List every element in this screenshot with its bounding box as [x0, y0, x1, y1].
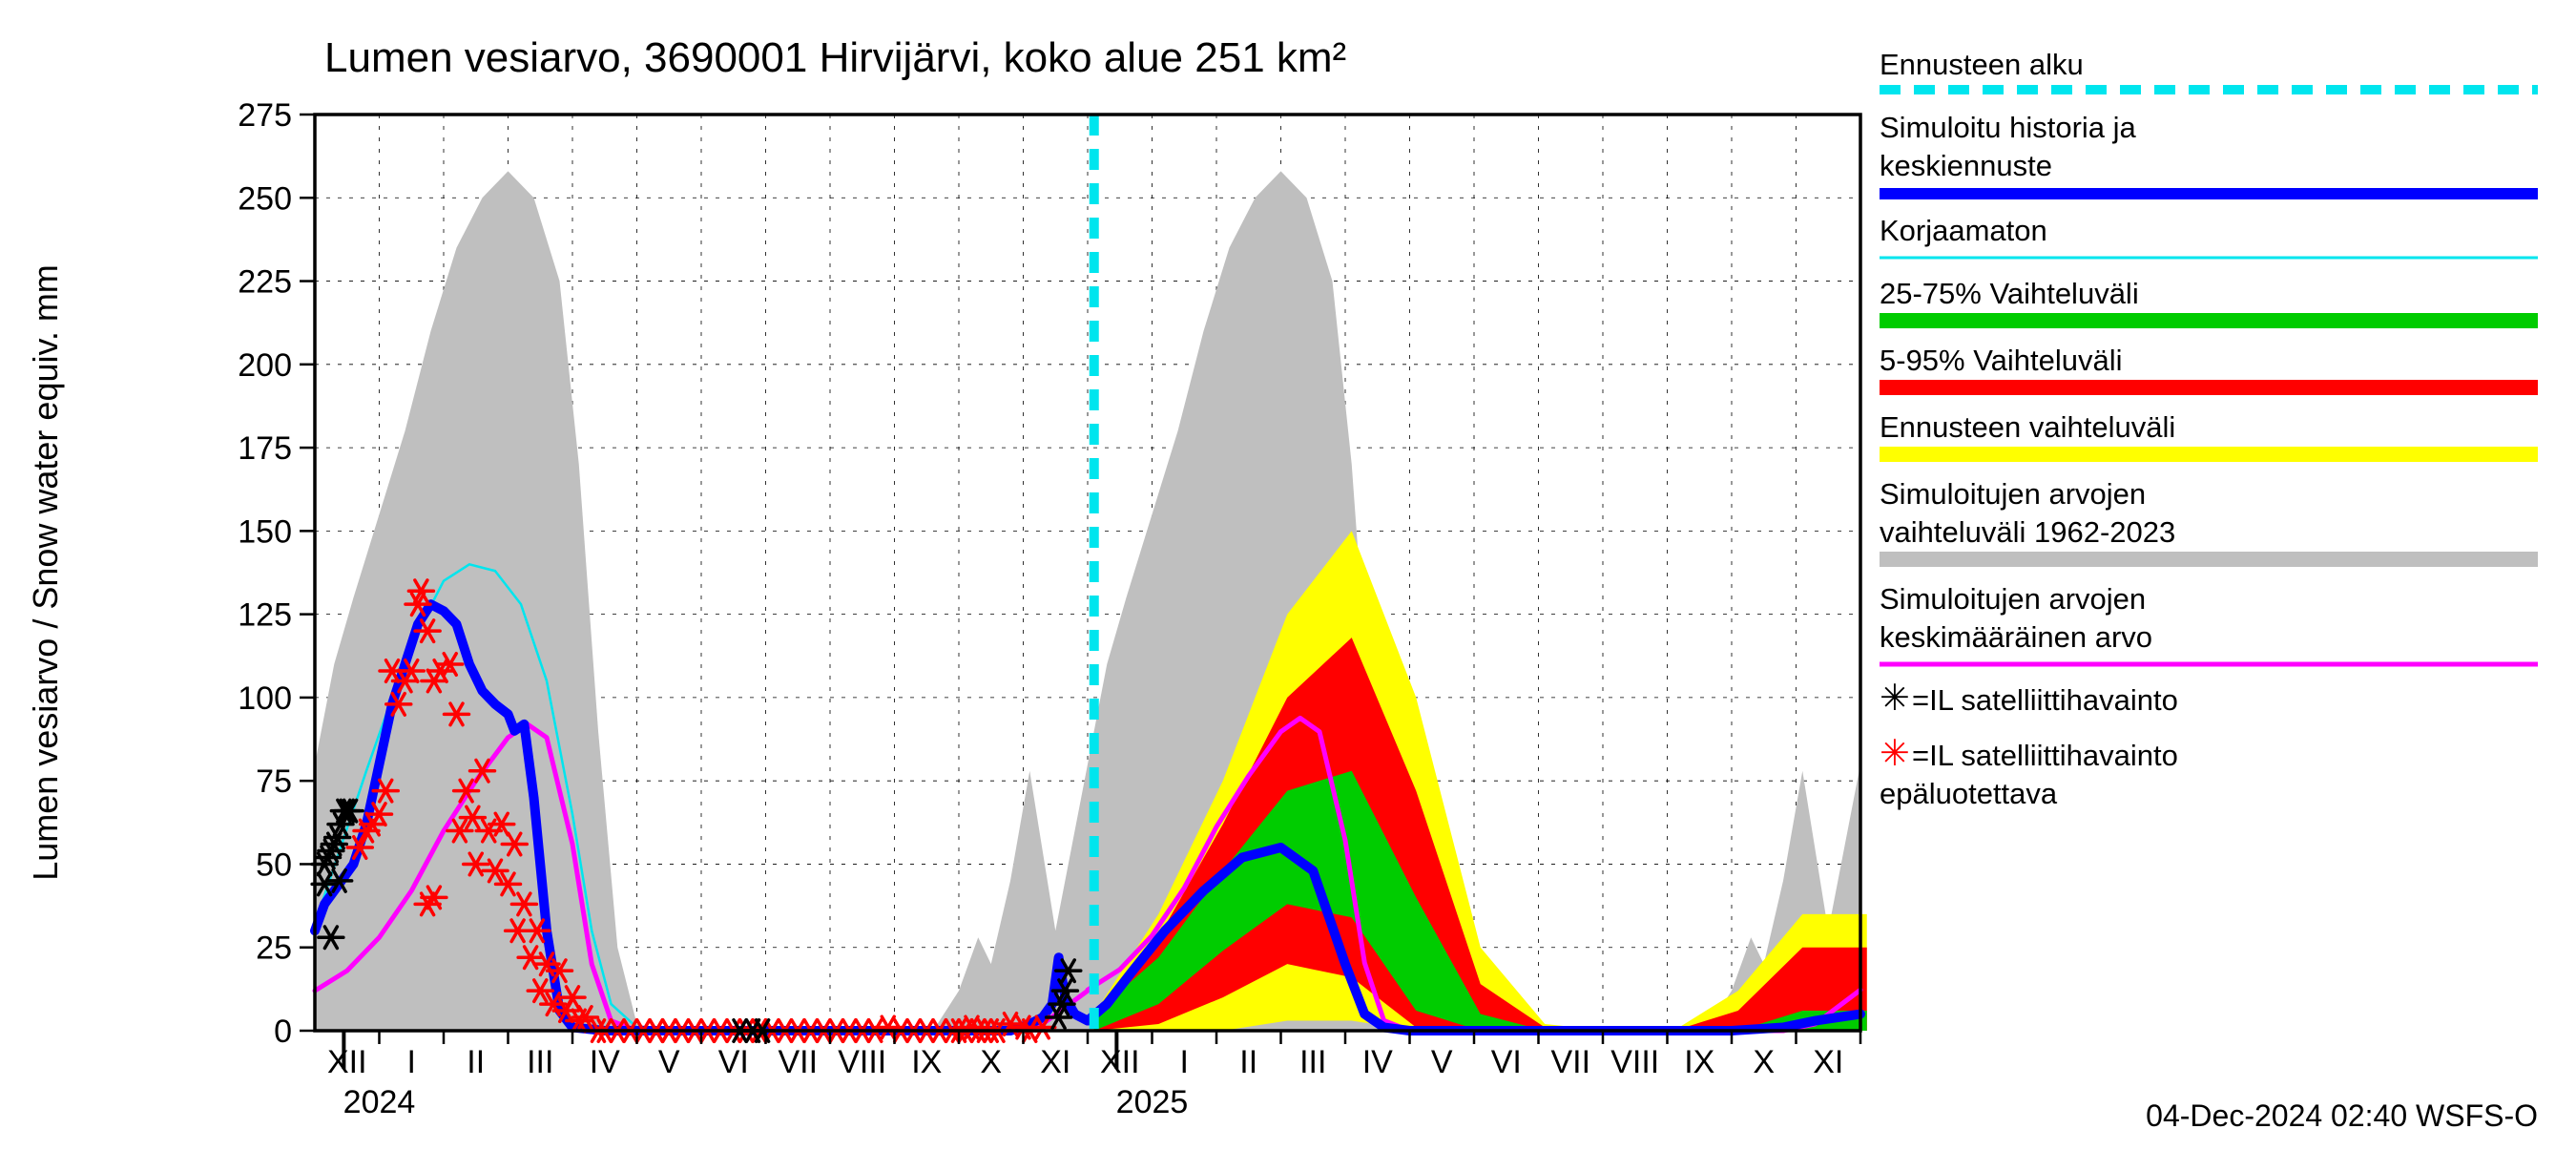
xtick-label: I	[407, 1044, 416, 1080]
xtick-label: VIII	[1610, 1044, 1659, 1080]
xtick-label: XI	[1813, 1044, 1843, 1080]
ytick-label: 225	[238, 264, 292, 301]
legend-swatch-hist_range	[1880, 552, 2538, 567]
ytick-label: 0	[274, 1014, 292, 1050]
ytick-label: 150	[238, 513, 292, 550]
ytick-label: 125	[238, 597, 292, 634]
xtick-label: II	[1239, 1044, 1257, 1080]
xtick-label: VI	[1491, 1044, 1522, 1080]
xtick-label: IX	[1684, 1044, 1714, 1080]
chart-title: Lumen vesiarvo, 3690001 Hirvijärvi, koko…	[324, 34, 1346, 81]
chart-svg: Lumen vesiarvo, 3690001 Hirvijärvi, koko…	[0, 0, 2576, 1145]
y-axis-label: Lumen vesiarvo / Snow water equiv. mm	[26, 264, 65, 881]
timestamp-label: 04-Dec-2024 02:40 WSFS-O	[2146, 1098, 2538, 1133]
legend-label-sat_unreliable-0: =IL satelliittihavainto	[1912, 739, 2178, 772]
xtick-label: VII	[778, 1044, 818, 1080]
legend-label-sat_unreliable-1: epäluotettava	[1880, 777, 2058, 810]
year-label: 2025	[1116, 1084, 1189, 1120]
xtick-label: X	[1753, 1044, 1775, 1080]
xtick-label: II	[467, 1044, 485, 1080]
legend-label-sim_history-1: keskiennuste	[1880, 149, 2052, 182]
legend-label-forecast_start-0: Ennusteen alku	[1880, 48, 2084, 81]
xtick-label: XI	[1040, 1044, 1070, 1080]
xtick-label: V	[658, 1044, 680, 1080]
legend-swatch-b25_75	[1880, 313, 2538, 328]
legend-label-hist_mean-1: keskimääräinen arvo	[1880, 620, 2152, 654]
xtick-label: X	[980, 1044, 1002, 1080]
legend-label-hist_range-0: Simuloitujen arvojen	[1880, 477, 2146, 511]
sat_obs-marker-icon: ✳	[1880, 679, 1910, 719]
ytick-label: 25	[256, 930, 292, 967]
ytick-label: 275	[238, 97, 292, 134]
legend-label-hist_range-1: vaihteluväli 1962-2023	[1880, 515, 2175, 549]
legend-label-b5_95-0: 5-95% Vaihteluväli	[1880, 344, 2122, 377]
legend-label-hist_mean-0: Simuloitujen arvojen	[1880, 582, 2146, 616]
ytick-label: 100	[238, 680, 292, 717]
legend-label-sim_history-0: Simuloitu historia ja	[1880, 111, 2137, 144]
xtick-label: XII	[1100, 1044, 1140, 1080]
xtick-label: VII	[1550, 1044, 1590, 1080]
xtick-label: XII	[327, 1044, 367, 1080]
legend-label-bfull-0: Ennusteen vaihteluväli	[1880, 410, 2175, 444]
ytick-label: 250	[238, 180, 292, 217]
legend-label-uncorrected-0: Korjaamaton	[1880, 214, 2047, 247]
legend-swatch-sim_history	[1880, 188, 2538, 199]
xtick-label: I	[1180, 1044, 1189, 1080]
sat_unreliable-marker-icon: ✳	[1880, 734, 1910, 774]
xtick-label: V	[1431, 1044, 1453, 1080]
ytick-label: 200	[238, 347, 292, 384]
xtick-label: IX	[911, 1044, 942, 1080]
legend-label-b25_75-0: 25-75% Vaihteluväli	[1880, 277, 2139, 310]
xtick-label: VI	[718, 1044, 749, 1080]
xtick-label: III	[1299, 1044, 1326, 1080]
ytick-label: 175	[238, 430, 292, 467]
ytick-label: 50	[256, 847, 292, 883]
legend-label-sat_obs-0: =IL satelliittihavainto	[1912, 683, 2178, 717]
xtick-label: VIII	[838, 1044, 886, 1080]
xtick-label: III	[527, 1044, 553, 1080]
year-label: 2024	[343, 1084, 416, 1120]
legend-swatch-bfull	[1880, 447, 2538, 462]
legend-swatch-b5_95	[1880, 380, 2538, 395]
xtick-label: IV	[1362, 1044, 1393, 1080]
xtick-label: IV	[590, 1044, 620, 1080]
ytick-label: 75	[256, 763, 292, 800]
chart-container: Lumen vesiarvo, 3690001 Hirvijärvi, koko…	[0, 0, 2576, 1145]
